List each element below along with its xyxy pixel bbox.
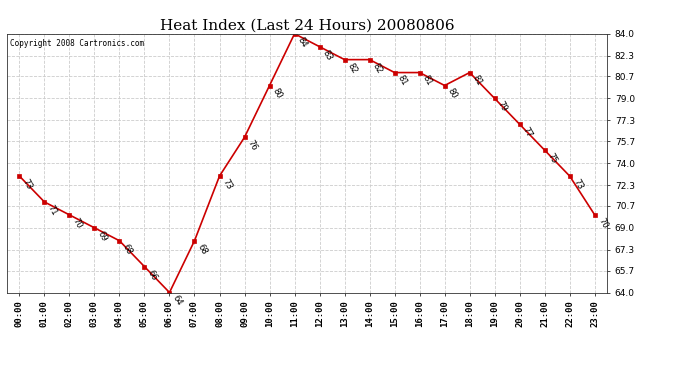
Text: 80: 80 [271,87,284,100]
Text: 82: 82 [346,61,359,75]
Text: 73: 73 [21,177,34,191]
Text: 68: 68 [196,242,209,256]
Text: 68: 68 [121,242,134,256]
Text: 84: 84 [296,35,309,49]
Text: 70: 70 [596,216,609,230]
Text: 73: 73 [571,177,584,191]
Text: 71: 71 [46,203,59,217]
Text: 69: 69 [96,229,109,243]
Text: 73: 73 [221,177,234,191]
Text: 83: 83 [321,48,334,62]
Text: 81: 81 [421,74,434,88]
Text: 76: 76 [246,139,259,153]
Text: 70: 70 [71,216,84,230]
Text: Copyright 2008 Cartronics.com: Copyright 2008 Cartronics.com [10,39,144,48]
Text: 77: 77 [521,126,534,140]
Title: Heat Index (Last 24 Hours) 20080806: Heat Index (Last 24 Hours) 20080806 [160,19,454,33]
Text: 80: 80 [446,87,459,100]
Text: 79: 79 [496,100,509,114]
Text: 81: 81 [471,74,484,88]
Text: 82: 82 [371,61,384,75]
Text: 66: 66 [146,268,159,282]
Text: 81: 81 [396,74,409,88]
Text: 75: 75 [546,152,559,165]
Text: 64: 64 [171,294,184,307]
